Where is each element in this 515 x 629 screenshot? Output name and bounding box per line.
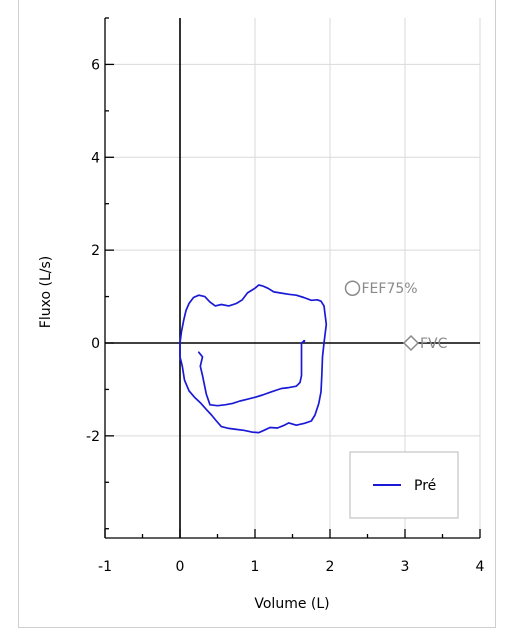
x-tick-label: 1 xyxy=(251,559,260,575)
series-lines xyxy=(179,284,328,434)
legend-box xyxy=(349,451,459,519)
fef75-marker xyxy=(344,280,361,296)
series-line xyxy=(179,284,328,434)
y-tick-label: 6 xyxy=(91,57,100,73)
x-tick-label: 4 xyxy=(476,559,485,575)
marker-label: FVC xyxy=(420,336,448,352)
y-tick-label: 4 xyxy=(91,150,100,166)
reference-markers: FEF75% FVC xyxy=(344,280,448,352)
y-tick-label: -2 xyxy=(86,429,100,445)
chart-frame xyxy=(18,0,496,628)
fvc-marker xyxy=(402,334,420,352)
x-tick-label: 3 xyxy=(401,559,410,575)
x-tick-label: 2 xyxy=(326,559,335,575)
x-axis-title: Volume (L) xyxy=(254,596,329,612)
series-line xyxy=(197,339,306,407)
x-tick-label: -1 xyxy=(98,559,112,575)
tick-marks xyxy=(104,17,481,538)
y-tick-label: 0 xyxy=(91,336,100,352)
tick-labels: 6 4 2 0 -2 -1 0 1 2 3 4 xyxy=(86,57,485,575)
legend: Pré xyxy=(349,451,459,519)
marker-label: FEF75% xyxy=(362,281,418,297)
legend-label: Pré xyxy=(414,478,436,494)
y-axis-title: Fluxo (L/s) xyxy=(38,256,54,328)
y-tick-label: 2 xyxy=(91,243,100,259)
x-tick-label: 0 xyxy=(176,559,185,575)
